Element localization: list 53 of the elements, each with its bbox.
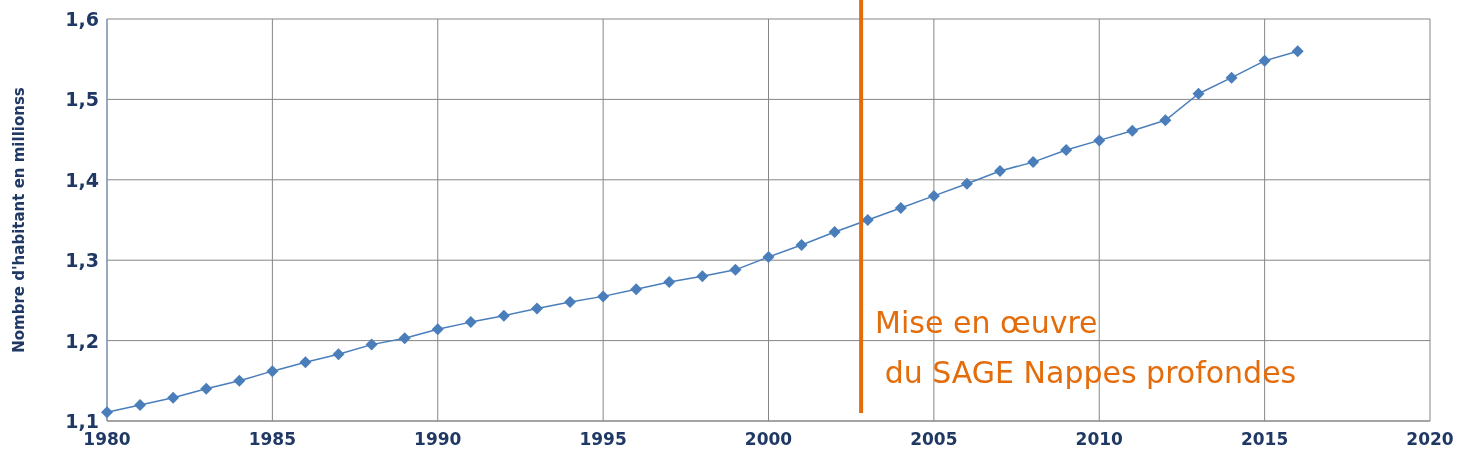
y-tick-label: 1,5 [65, 88, 99, 111]
point [696, 270, 709, 283]
y-tick-label: 1,4 [65, 168, 99, 191]
y-tick-label: 1,1 [65, 410, 99, 432]
point [431, 323, 444, 336]
point [398, 332, 411, 345]
point [564, 296, 577, 309]
point [1159, 114, 1172, 127]
point [332, 348, 345, 361]
point [762, 250, 775, 263]
point [994, 164, 1007, 177]
ref-line-label: Mise en œuvre du SAGE Nappes profondes [875, 305, 1297, 390]
point [1225, 71, 1238, 84]
point [1192, 87, 1205, 100]
point [630, 283, 643, 296]
point [828, 226, 841, 239]
point [299, 356, 312, 369]
point [101, 406, 113, 419]
point [1258, 54, 1271, 67]
point [894, 201, 907, 214]
point [597, 290, 610, 303]
point [530, 302, 543, 315]
point [497, 309, 510, 322]
point [663, 275, 676, 288]
point [1060, 144, 1073, 157]
point [233, 374, 246, 387]
point [795, 238, 808, 251]
x-tick-label: 2020 [1406, 429, 1454, 449]
point [960, 177, 973, 190]
x-tick-label: 1995 [579, 429, 627, 449]
x-tick-label: 2005 [910, 429, 958, 449]
x-tick-label: 2000 [744, 429, 793, 449]
point [200, 382, 213, 395]
x-tick-label: 1985 [248, 429, 297, 449]
point [167, 391, 180, 404]
x-tick-label: 1980 [83, 429, 131, 449]
x-tick-label: 2010 [1075, 429, 1124, 449]
point [1093, 134, 1106, 147]
y-axis-title: Nombre d'habitant en millionss [10, 87, 28, 353]
point [927, 189, 940, 202]
point [365, 338, 378, 351]
point [134, 398, 147, 411]
point [1126, 124, 1139, 137]
point [1027, 156, 1040, 169]
point [266, 365, 279, 378]
point [1291, 45, 1304, 58]
x-tick-label: 2015 [1240, 429, 1289, 449]
point [729, 263, 742, 276]
x-tick-label: 1990 [414, 429, 462, 449]
y-tick-label: 1,2 [65, 329, 99, 352]
y-tick-label: 1,6 [65, 8, 99, 30]
point [464, 316, 477, 329]
y-tick-label: 1,3 [65, 249, 99, 272]
